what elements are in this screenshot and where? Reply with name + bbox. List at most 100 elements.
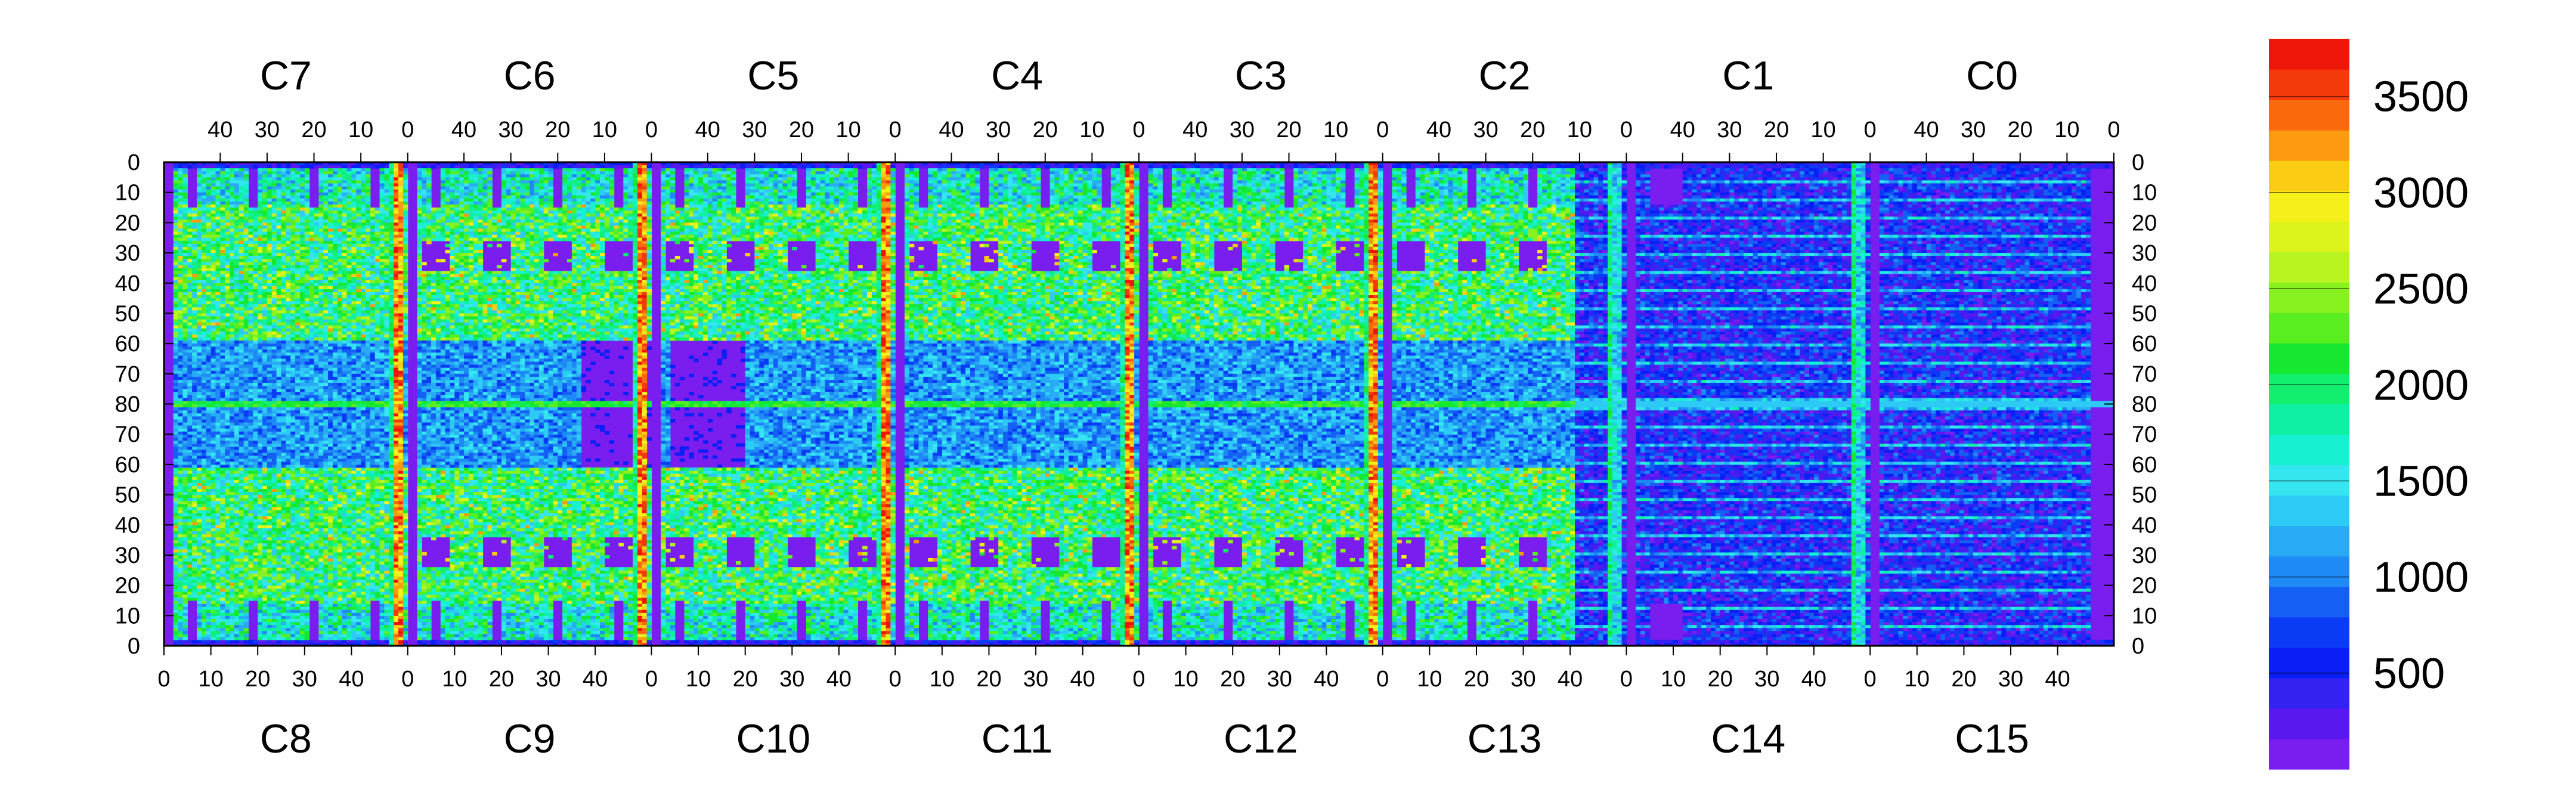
heatmap-cell (206, 208, 211, 211)
heatmap-cell (187, 374, 192, 377)
heatmap-cell (281, 386, 286, 389)
heatmap-cell (309, 208, 314, 211)
heatmap-cell (253, 256, 258, 259)
heatmap-cell (281, 174, 286, 178)
heatmap-cell (178, 349, 183, 353)
heatmap-cell (215, 235, 220, 239)
heatmap-cell (300, 216, 305, 220)
heatmap-cell (267, 165, 272, 169)
heatmap-cell (295, 265, 300, 268)
heatmap-cell (309, 362, 314, 366)
heatmap-cell (318, 262, 323, 265)
heatmap-cell (286, 256, 290, 259)
heatmap-cell (192, 317, 197, 320)
heatmap-cell (197, 165, 202, 169)
heatmap-cell (174, 244, 178, 247)
heatmap-cell (239, 213, 244, 217)
heatmap-cell (182, 398, 187, 401)
heatmap-cell (244, 277, 249, 281)
heatmap-cell (187, 313, 192, 317)
heatmap-cell (318, 310, 323, 314)
heatmap-cell (314, 256, 319, 259)
heatmap-cell (244, 320, 249, 323)
heatmap-cell (182, 380, 187, 383)
heatmap-cell (248, 326, 253, 329)
heatmap-cell (305, 295, 309, 299)
heatmap-cell (286, 340, 290, 344)
heatmap-cell (258, 268, 262, 271)
heatmap-cell (178, 250, 183, 253)
heatmap-cell (262, 346, 267, 350)
heatmap-cell (234, 343, 239, 347)
heatmap-cell (187, 326, 192, 329)
heatmap-cell (239, 301, 244, 305)
heatmap-cell (290, 355, 295, 359)
heatmap-cell (295, 213, 300, 217)
heatmap-cell (262, 301, 267, 305)
heatmap-cell (272, 196, 277, 199)
heatmap-cell (253, 326, 258, 329)
heatmap-cell (253, 238, 258, 242)
heatmap-cell (197, 219, 202, 223)
heatmap-cell (239, 343, 244, 347)
heatmap-cell (182, 213, 187, 217)
heatmap-cell (234, 301, 239, 305)
heatmap-cell (323, 177, 328, 181)
heatmap-cell (187, 343, 192, 347)
heatmap-cell (314, 349, 319, 353)
heatmap-cell (192, 274, 197, 278)
heatmap-cell (178, 304, 183, 308)
heatmap-cell (305, 213, 309, 217)
heatmap-cell (211, 199, 216, 202)
heatmap-cell (197, 310, 202, 314)
heatmap-cell (286, 317, 290, 320)
heatmap-cell (192, 253, 197, 256)
heatmap-cell (309, 340, 314, 344)
heatmap-cell (328, 374, 333, 377)
heatmap-cell (295, 271, 300, 274)
heatmap-cell (234, 202, 239, 205)
heatmap-cell (305, 313, 309, 317)
heatmap-cell (220, 183, 225, 187)
heatmap-cell (234, 193, 239, 196)
heatmap-cell (174, 196, 178, 199)
heatmap-cell (230, 262, 234, 265)
heatmap-cell (281, 323, 286, 326)
heatmap-cell (253, 298, 258, 302)
heatmap-cell (300, 317, 305, 320)
heatmap-cell (262, 298, 267, 302)
heatmap-cell (178, 310, 183, 314)
heatmap-cell (244, 229, 249, 233)
heatmap-cell (333, 298, 338, 302)
heatmap-cell (215, 187, 220, 190)
heatmap-cell (192, 277, 197, 281)
heatmap-cell (253, 377, 258, 380)
heatmap-cell (323, 295, 328, 299)
heatmap-cell (305, 241, 309, 244)
heatmap-cell (225, 286, 230, 290)
heatmap-cell (215, 274, 220, 278)
heatmap-cell (305, 398, 309, 401)
heatmap-cell (206, 241, 211, 244)
heatmap-cell (202, 250, 206, 253)
heatmap-cell (272, 371, 277, 374)
heatmap-cell (333, 374, 338, 377)
heatmap-cell (286, 177, 290, 181)
heatmap-cell (230, 298, 234, 302)
heatmap-cell (253, 374, 258, 377)
heatmap-cell (230, 219, 234, 223)
heatmap-cell (197, 304, 202, 308)
heatmap-cell (178, 286, 183, 290)
heatmap-cell (286, 320, 290, 323)
heatmap-cell (187, 210, 192, 214)
heatmap-cell (309, 307, 314, 311)
heatmap-cell (333, 280, 338, 284)
heatmap-cell (295, 332, 300, 335)
heatmap-cell (309, 346, 314, 350)
heatmap-cell (248, 329, 253, 332)
heatmap-cell (338, 177, 342, 181)
heatmap-cell (318, 343, 323, 347)
heatmap-cell (290, 244, 295, 247)
heatmap-cell (328, 295, 333, 299)
heatmap-cell (328, 199, 333, 202)
